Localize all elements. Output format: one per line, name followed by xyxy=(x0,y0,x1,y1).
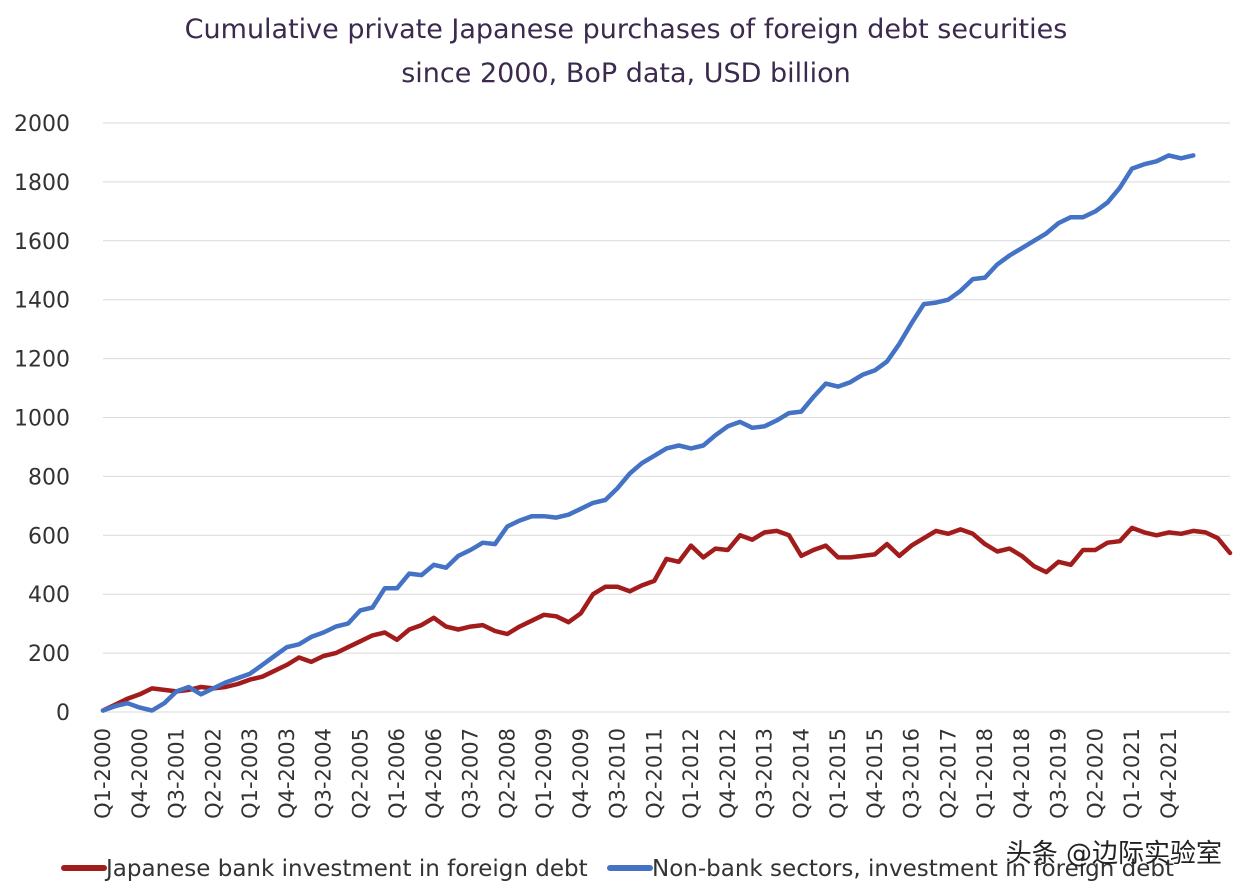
x-tick-label: Q4-2009 xyxy=(569,728,593,819)
y-tick-label: 1000 xyxy=(14,407,70,432)
x-tick-label: Q2-2005 xyxy=(348,728,372,819)
x-tick-label: Q4-2015 xyxy=(863,728,887,819)
x-tick-label: Q4-2000 xyxy=(128,728,152,819)
x-tick-label: Q1-2006 xyxy=(385,728,409,819)
x-tick-label: Q2-2002 xyxy=(201,728,225,819)
y-tick-label: 1800 xyxy=(14,171,70,196)
x-tick-label: Q4-2003 xyxy=(275,728,299,819)
x-tick-label: Q3-2001 xyxy=(165,728,189,819)
y-tick-label: 1400 xyxy=(14,289,70,314)
y-tick-label: 1600 xyxy=(14,230,70,255)
y-tick-label: 0 xyxy=(56,701,70,726)
series-line-2 xyxy=(100,153,1196,713)
y-tick-label: 800 xyxy=(28,465,70,490)
x-tick-label: Q3-2019 xyxy=(1047,728,1071,819)
x-tick-label: Q1-2018 xyxy=(973,728,997,819)
legend-label: Japanese bank investment in foreign debt xyxy=(104,856,588,882)
x-tick-label: Q2-2017 xyxy=(936,728,960,819)
x-tick-label: Q4-2006 xyxy=(422,728,446,819)
x-tick-label: Q2-2014 xyxy=(789,728,813,819)
x-tick-label: Q2-2011 xyxy=(642,728,666,819)
y-tick-label: 400 xyxy=(28,583,70,608)
x-tick-label: Q1-2012 xyxy=(679,728,703,819)
x-axis-tick-labels: Q1-2000 Q4-2000 Q3-2001 Q2-2002 Q1-2003 Q4-20… xyxy=(91,728,1181,819)
x-tick-label: Q1-2003 xyxy=(238,728,262,819)
x-tick-label: Q3-2013 xyxy=(753,728,777,819)
legend-label: Non-bank sectors, investment in foreign … xyxy=(652,856,1174,882)
y-tick-label: 1200 xyxy=(14,348,70,373)
chart-subtitle: since 2000, BoP data, USD billion xyxy=(401,58,851,89)
x-tick-label: Q4-2021 xyxy=(1157,728,1181,819)
series-lines xyxy=(100,153,1233,713)
y-tick-label: 2000 xyxy=(14,112,70,137)
legend: Japanese bank investment in foreign debt… xyxy=(61,856,1174,882)
x-tick-label: Q3-2007 xyxy=(459,728,483,819)
x-tick-label: Q4-2012 xyxy=(716,728,740,819)
x-tick-label: Q1-2015 xyxy=(826,728,850,819)
series-line-1 xyxy=(100,525,1233,713)
x-tick-label: Q4-2018 xyxy=(1010,728,1034,819)
y-tick-label: 200 xyxy=(28,642,70,667)
x-tick-label: Q3-2016 xyxy=(900,728,924,819)
x-tick-label: Q1-2009 xyxy=(532,728,556,819)
grid-lines xyxy=(103,122,1230,713)
x-tick-label: Q2-2020 xyxy=(1083,728,1107,819)
x-tick-label: Q1-2021 xyxy=(1120,728,1144,819)
x-tick-label: Q3-2004 xyxy=(312,728,336,819)
chart-title: Cumulative private Japanese purchases of… xyxy=(185,14,1068,45)
x-tick-label: Q3-2010 xyxy=(606,728,630,819)
watermark-text: 头条 @边际实验室 xyxy=(1006,839,1222,869)
y-tick-label: 600 xyxy=(28,524,70,549)
y-axis-tick-labels: 0 200 400 600 800 1000 1200 1400 1600 1800 2000 xyxy=(14,112,70,726)
x-tick-label: Q2-2008 xyxy=(495,728,519,819)
x-tick-label: Q1-2000 xyxy=(91,728,115,819)
